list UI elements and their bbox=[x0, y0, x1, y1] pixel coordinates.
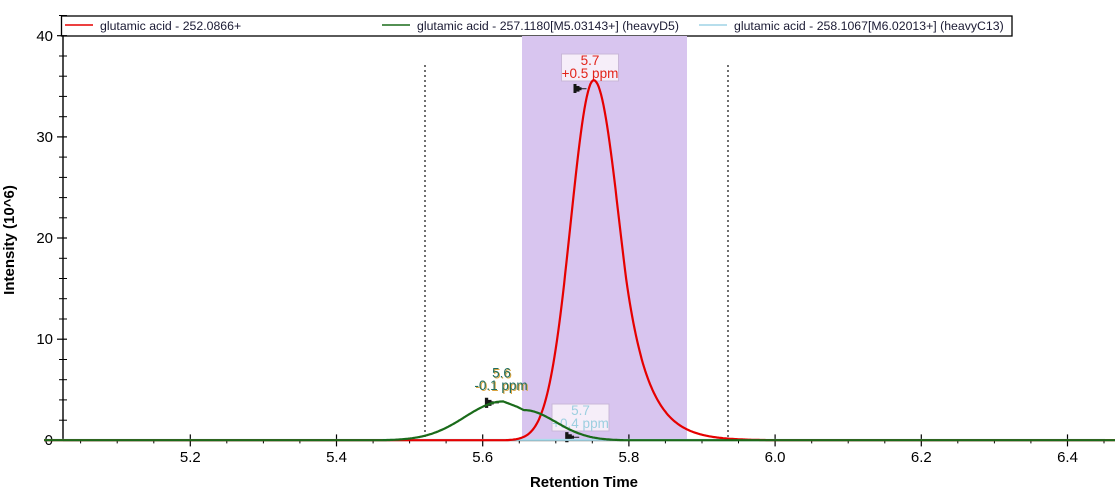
svg-text:5.2: 5.2 bbox=[180, 449, 201, 466]
svg-text:glutamic acid - 258.1067[M6.02: glutamic acid - 258.1067[M6.02013+] (hea… bbox=[734, 19, 1004, 33]
svg-text:5.4: 5.4 bbox=[326, 449, 347, 466]
svg-text:10: 10 bbox=[36, 331, 53, 348]
svg-text:6.0: 6.0 bbox=[765, 449, 786, 466]
svg-text:+0.5 ppm: +0.5 ppm bbox=[562, 66, 619, 81]
svg-text:6.4: 6.4 bbox=[1057, 449, 1078, 466]
svg-text:glutamic acid - 252.0866+: glutamic acid - 252.0866+ bbox=[100, 19, 241, 33]
svg-text:-0.1 ppm: -0.1 ppm bbox=[474, 378, 527, 393]
svg-text:30: 30 bbox=[36, 129, 53, 146]
svg-text:40: 40 bbox=[36, 28, 53, 45]
svg-text:5.6: 5.6 bbox=[472, 449, 493, 466]
svg-text:6.2: 6.2 bbox=[911, 449, 932, 466]
svg-text:20: 20 bbox=[36, 230, 53, 247]
svg-text:glutamic acid - 257.1180[M5.03: glutamic acid - 257.1180[M5.03143+] (hea… bbox=[417, 19, 679, 33]
svg-text:Retention Time: Retention Time bbox=[530, 474, 638, 491]
svg-text:5.8: 5.8 bbox=[618, 449, 639, 466]
svg-text:Intensity (10^6): Intensity (10^6) bbox=[1, 185, 18, 295]
